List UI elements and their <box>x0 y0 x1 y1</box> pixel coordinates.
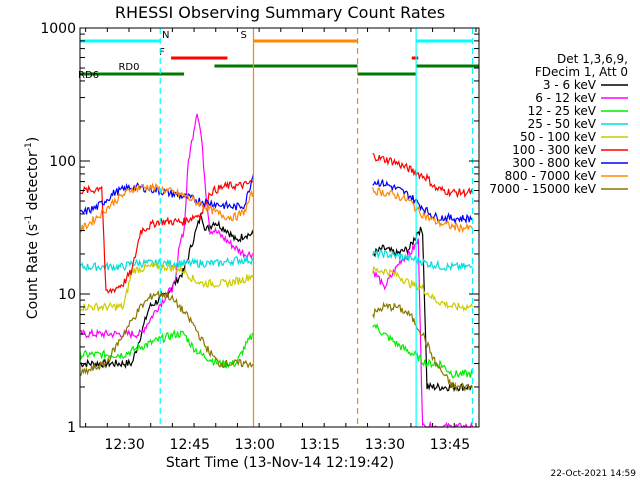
series-line-5-post <box>372 152 474 199</box>
y-axis-label-exp2: -1 <box>24 142 34 151</box>
series-line-6-post <box>372 178 473 225</box>
x-axis-label: Start Time (13-Nov-14 12:19:42) <box>166 455 394 471</box>
orbit-bars: N S F RD0 RD6 <box>78 30 479 81</box>
footer-timestamp: 22-Oct-2021 14:59 <box>551 469 637 479</box>
chart-title: RHESSI Observing Summary Count Rates <box>115 3 445 22</box>
legend-entry-5: 100 - 300 keV <box>512 143 596 157</box>
x-tick-label-5: 13:45 <box>430 437 470 453</box>
x-tick-label-4: 13:30 <box>365 437 405 453</box>
y-axis-label-part1: Count Rate (s <box>25 224 41 319</box>
series-line-7-pre <box>79 182 255 233</box>
orbit-bar-label-0: N <box>162 30 169 41</box>
legend-entry-4: 50 - 100 keV <box>520 130 597 144</box>
plot-frame <box>79 27 480 428</box>
x-tick-label-2: 13:00 <box>235 437 275 453</box>
series-line-3-pre <box>79 256 254 272</box>
x-tick-label-1: 12:45 <box>170 437 210 453</box>
y-axis-ticks: 1 10 100 1000 <box>40 21 479 436</box>
legend-entry-7: 800 - 7000 keV <box>505 169 597 183</box>
legend-entry-6: 300 - 800 keV <box>512 156 596 170</box>
x-tick-label-3: 13:15 <box>300 437 340 453</box>
orbit-bar-label-3: RD0 <box>118 62 139 73</box>
y-axis-label-exp1: -1 <box>24 215 34 224</box>
orbit-bar-label-1: S <box>240 30 246 41</box>
series-line-7-post <box>372 186 473 234</box>
y-tick-label-3: 1000 <box>40 21 76 37</box>
series-line-2-pre <box>79 329 254 370</box>
series-line-4-pre <box>79 261 255 312</box>
legend-entry-2: 12 - 25 keV <box>528 104 597 118</box>
legend-entry-8: 7000 - 15000 keV <box>489 182 596 196</box>
y-tick-label-2: 100 <box>49 154 76 170</box>
y-axis-label-part3: ) <box>25 137 41 142</box>
y-tick-label-1: 10 <box>58 287 76 303</box>
legend-header-1: FDecim 1, Att 0 <box>535 65 628 79</box>
legend-header-0: Det 1,3,6,9, <box>557 52 628 66</box>
orbit-bar-label-4: RD6 <box>78 70 99 81</box>
series-line-2-post <box>372 322 474 379</box>
y-axis-label-part2: detector <box>25 151 41 215</box>
y-axis-label: Count Rate (s-1 detector-1) <box>24 137 41 319</box>
series-line-8-pre <box>79 289 254 376</box>
x-tick-label-0: 12:30 <box>104 437 144 453</box>
y-tick-label-0: 1 <box>67 420 76 436</box>
legend-entry-0: 3 - 6 keV <box>543 78 597 92</box>
series-line-1-pre <box>79 113 254 340</box>
series-line-4-post <box>372 265 474 312</box>
series-line-0-pre <box>79 212 255 370</box>
legend-entry-3: 25 - 50 keV <box>528 117 597 131</box>
series-line-6-pre <box>79 173 255 215</box>
orbit-bar-label-2: F <box>159 47 165 58</box>
series-lines <box>79 113 474 430</box>
series-line-3-post <box>372 249 473 272</box>
series-line-5-pre <box>79 180 254 295</box>
x-axis-ticks: 12:30 12:45 13:00 13:15 13:30 13:45 <box>85 28 477 453</box>
series-line-8-post <box>372 301 473 392</box>
event-lines <box>159 28 474 427</box>
legend-entry-1: 6 - 12 keV <box>535 91 597 105</box>
